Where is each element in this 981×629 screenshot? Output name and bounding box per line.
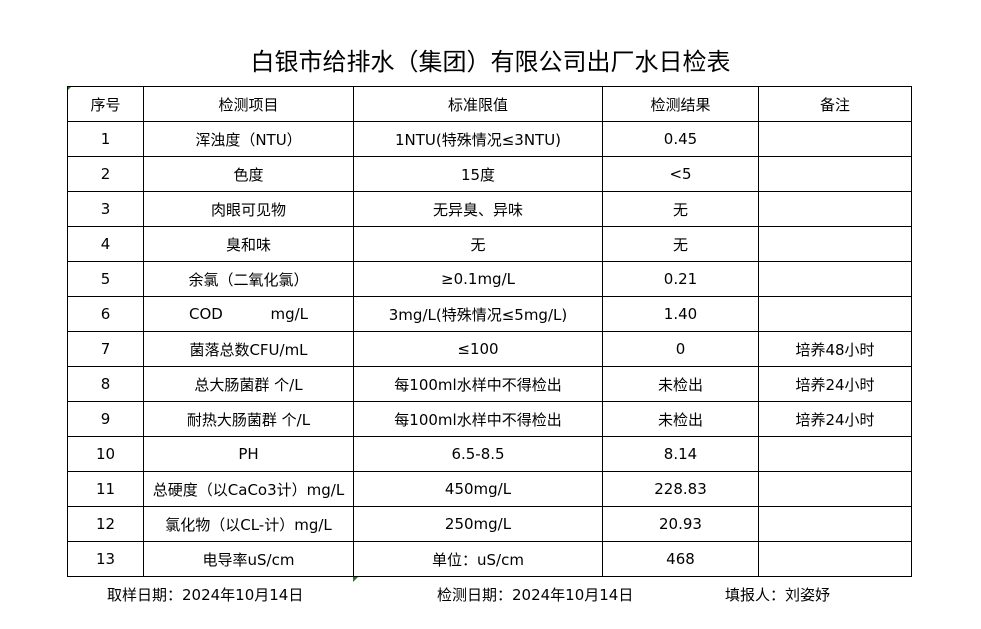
cell-standard: 1NTU(特殊情况≤3NTU) xyxy=(353,121,603,157)
inspection-table: 序号 检测项目 标准限值 检测结果 备注 1 浑浊度（NTU） 1NTU(特殊情况≤3NTU… xyxy=(67,86,912,577)
cell-result: 8.14 xyxy=(602,436,759,472)
cell-item: COD mg/L xyxy=(143,296,354,332)
cell-index: 3 xyxy=(67,191,144,227)
cell-item: 肉眼可见物 xyxy=(143,191,354,227)
cell-standard: 15度 xyxy=(353,156,603,192)
header-standard: 标准限值 xyxy=(353,86,603,122)
cell-index: 12 xyxy=(67,506,144,542)
cell-result: 0.21 xyxy=(602,261,759,297)
cell-index: 10 xyxy=(67,436,144,472)
cell-remark xyxy=(758,226,912,262)
cell-standard: 每100ml水样中不得检出 xyxy=(353,366,603,402)
table-row: 4 臭和味无无 xyxy=(67,226,912,262)
cell-index: 1 xyxy=(67,121,144,157)
cell-index: 2 xyxy=(67,156,144,192)
cell-result: 468 xyxy=(602,541,759,577)
table-row: 7 菌落总数CFU/mL ≤100 0 培养48小时 xyxy=(67,331,912,367)
cell-result: 1.40 xyxy=(602,296,759,332)
table-row: 3 肉眼可见物 无异臭、异味无 xyxy=(67,191,912,227)
cell-standard: 6.5-8.5 xyxy=(353,436,603,472)
cell-marker xyxy=(353,577,358,582)
cell-remark: 培养48小时 xyxy=(758,331,912,367)
cell-standard: 250mg/L xyxy=(353,506,603,542)
cell-item: 色度 xyxy=(143,156,354,192)
cell-item: 电导率uS/cm xyxy=(143,541,354,577)
cell-remark xyxy=(758,506,912,542)
cell-result: 0.45 xyxy=(602,121,759,157)
cell-standard: ≥0.1mg/L xyxy=(353,261,603,297)
reporter: 填报人：刘姿妤 xyxy=(725,586,831,604)
cell-remark: 培养24小时 xyxy=(758,401,912,437)
cell-item: 耐热大肠菌群 个/L xyxy=(143,401,354,437)
cell-item: 氯化物（以CL-计）mg/L xyxy=(143,506,354,542)
cell-index: 11 xyxy=(67,471,144,507)
cell-result: 未检出 xyxy=(602,401,759,437)
header-remark: 备注 xyxy=(758,86,912,122)
test-date: 检测日期：2024年10月14日 xyxy=(437,586,634,604)
cell-standard: 单位：uS/cm xyxy=(353,541,603,577)
cell-remark: 培养24小时 xyxy=(758,366,912,402)
cell-item: 臭和味 xyxy=(143,226,354,262)
cell-index: 4 xyxy=(67,226,144,262)
cell-remark xyxy=(758,436,912,472)
cell-remark xyxy=(758,541,912,577)
table-row: 5 余氯（二氧化氯） ≥0.1mg/L 0.21 xyxy=(67,261,912,297)
table-header-row: 序号 检测项目 标准限值 检测结果 备注 xyxy=(67,86,912,122)
cell-standard: 450mg/L xyxy=(353,471,603,507)
cell-remark xyxy=(758,121,912,157)
cell-standard: 每100ml水样中不得检出 xyxy=(353,401,603,437)
table-row: 11 总硬度（以CaCo3计）mg/L 450mg/L 228.83 xyxy=(67,471,912,507)
cell-index: 7 xyxy=(67,331,144,367)
cell-item: 总硬度（以CaCo3计）mg/L xyxy=(143,471,354,507)
table-row: 1 浑浊度（NTU） 1NTU(特殊情况≤3NTU) 0.45 xyxy=(67,121,912,157)
table-row: 2 色度 15度 <5 xyxy=(67,156,912,192)
cell-result: 未检出 xyxy=(602,366,759,402)
cell-item: PH xyxy=(143,436,354,472)
cell-standard: ≤100 xyxy=(353,331,603,367)
cell-item: 余氯（二氧化氯） xyxy=(143,261,354,297)
table-row: 6 COD mg/L 3mg/L(特殊情况≤5mg/L) 1.40 xyxy=(67,296,912,332)
cell-remark xyxy=(758,191,912,227)
cell-item: 菌落总数CFU/mL xyxy=(143,331,354,367)
header-result: 检测结果 xyxy=(602,86,759,122)
cell-standard: 无异臭、异味 xyxy=(353,191,603,227)
cell-result: 0 xyxy=(602,331,759,367)
header-index: 序号 xyxy=(67,86,144,122)
table-row: 8 总大肠菌群 个/L 每100ml水样中不得检出 未检出 培养24小时 xyxy=(67,366,912,402)
cell-remark xyxy=(758,296,912,332)
table-row: 10 PH 6.5-8.5 8.14 xyxy=(67,436,912,472)
table-row: 9 耐热大肠菌群 个/L 每100ml水样中不得检出 未检出 培养24小时 xyxy=(67,401,912,437)
cell-result: 无 xyxy=(602,226,759,262)
cell-index: 9 xyxy=(67,401,144,437)
cell-standard: 3mg/L(特殊情况≤5mg/L) xyxy=(353,296,603,332)
cell-index: 5 xyxy=(67,261,144,297)
cell-index: 6 xyxy=(67,296,144,332)
cell-result: 无 xyxy=(602,191,759,227)
cell-index: 13 xyxy=(67,541,144,577)
table-row: 13 电导率uS/cm 单位：uS/cm 468 xyxy=(67,541,912,577)
cell-remark xyxy=(758,156,912,192)
table-row: 12 氯化物（以CL-计）mg/L 250mg/L 20.93 xyxy=(67,506,912,542)
page-title: 白银市给排水（集团）有限公司出厂水日检表 xyxy=(250,48,731,76)
header-item: 检测项目 xyxy=(143,86,354,122)
cell-remark xyxy=(758,261,912,297)
cell-index: 8 xyxy=(67,366,144,402)
cell-standard: 无 xyxy=(353,226,603,262)
cell-item: 总大肠菌群 个/L xyxy=(143,366,354,402)
sampling-date: 取样日期：2024年10月14日 xyxy=(107,586,304,604)
cell-item: 浑浊度（NTU） xyxy=(143,121,354,157)
cell-result: <5 xyxy=(602,156,759,192)
cell-remark xyxy=(758,471,912,507)
cell-result: 228.83 xyxy=(602,471,759,507)
cell-result: 20.93 xyxy=(602,506,759,542)
